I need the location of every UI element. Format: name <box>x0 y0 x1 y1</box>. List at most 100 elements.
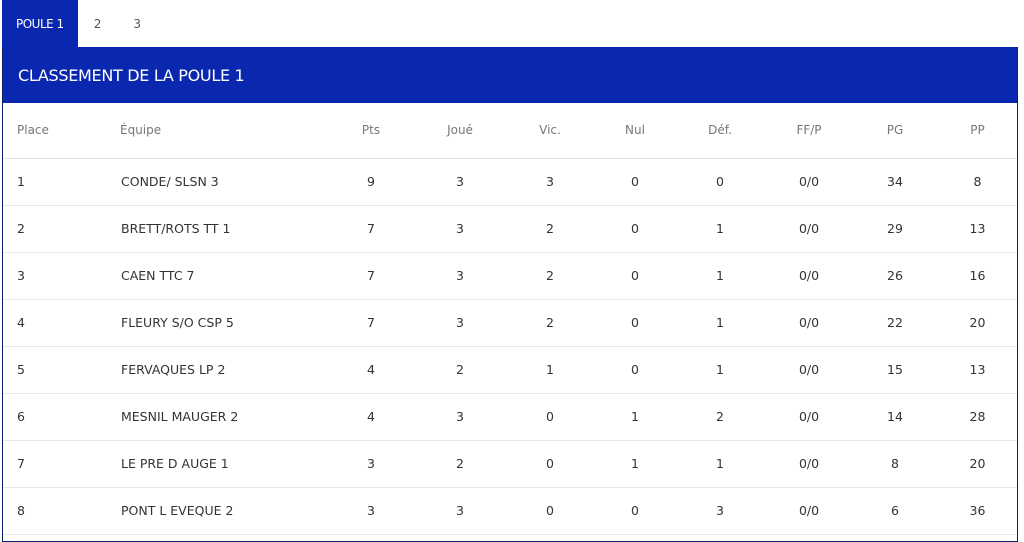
column-header: FF/P <box>766 103 852 159</box>
panel-title: CLASSEMENT DE LA POULE 1 <box>3 47 1017 103</box>
column-header: Place <box>3 103 106 159</box>
cell-pg: 14 <box>852 393 938 441</box>
cell-quipe: CAEN TTC 7 <box>106 252 326 300</box>
cell-vic: 2 <box>504 252 596 300</box>
table-row: 1 CONDE/ SLSN 3 9 3 3 0 0 0/0 34 8 <box>3 158 1017 206</box>
table-row: 4 FLEURY S/O CSP 5 7 3 2 0 1 0/0 22 20 <box>3 299 1017 347</box>
table-row: 3 CAEN TTC 7 7 3 2 0 1 0/0 26 16 <box>3 252 1017 300</box>
column-header: Nul <box>596 103 674 159</box>
cell-vic: 3 <box>504 158 596 206</box>
column-header: PG <box>852 103 938 159</box>
cell-ffp: 0/0 <box>766 487 852 535</box>
cell-pp: 8 <box>938 158 1017 206</box>
cell-place: 4 <box>3 299 106 347</box>
cell-nul: 0 <box>596 487 674 535</box>
column-header: PP <box>938 103 1017 159</box>
cell-jou: 3 <box>416 487 504 535</box>
cell-pp: 20 <box>938 440 1017 488</box>
cell-pts: 3 <box>326 440 416 488</box>
cell-jou: 3 <box>416 393 504 441</box>
column-header: Pts <box>326 103 416 159</box>
cell-place: 3 <box>3 252 106 300</box>
cell-nul: 1 <box>596 393 674 441</box>
tab-poule-3[interactable]: 3 <box>133 17 141 31</box>
cell-pg: 8 <box>852 440 938 488</box>
cell-df: 2 <box>674 393 766 441</box>
column-header: Déf. <box>674 103 766 159</box>
cell-jou: 3 <box>416 252 504 300</box>
cell-pg: 6 <box>852 487 938 535</box>
cell-quipe: LE PRE D AUGE 1 <box>106 440 326 488</box>
cell-jou: 2 <box>416 346 504 394</box>
tab-poule-1[interactable]: POULE 1 <box>2 0 78 48</box>
cell-pg: 22 <box>852 299 938 347</box>
cell-nul: 0 <box>596 299 674 347</box>
cell-place: 5 <box>3 346 106 394</box>
cell-df: 1 <box>674 440 766 488</box>
cell-pg: 29 <box>852 205 938 253</box>
cell-pp: 13 <box>938 346 1017 394</box>
cell-pp: 16 <box>938 252 1017 300</box>
column-header: Vic. <box>504 103 596 159</box>
cell-ffp: 0/0 <box>766 440 852 488</box>
cell-vic: 2 <box>504 205 596 253</box>
table-header: Place Équipe Pts Joué Vic. Nul Déf. FF/P PG PP <box>3 103 1017 159</box>
cell-nul: 1 <box>596 440 674 488</box>
cell-place: 7 <box>3 440 106 488</box>
cell-pp: 36 <box>938 487 1017 535</box>
cell-pp: 20 <box>938 299 1017 347</box>
cell-quipe: PONT L EVEQUE 2 <box>106 487 326 535</box>
cell-df: 1 <box>674 299 766 347</box>
cell-quipe: CONDE/ SLSN 3 <box>106 158 326 206</box>
column-header: Équipe <box>106 103 326 159</box>
cell-pg: 26 <box>852 252 938 300</box>
cell-pts: 9 <box>326 158 416 206</box>
cell-pg: 34 <box>852 158 938 206</box>
poule-tabs: POULE 1 2 3 <box>2 0 157 48</box>
cell-nul: 0 <box>596 346 674 394</box>
cell-pts: 7 <box>326 205 416 253</box>
cell-nul: 0 <box>596 158 674 206</box>
table-row: 2 BRETT/ROTS TT 1 7 3 2 0 1 0/0 29 13 <box>3 205 1017 253</box>
cell-quipe: FLEURY S/O CSP 5 <box>106 299 326 347</box>
cell-jou: 3 <box>416 158 504 206</box>
table-row: 6 MESNIL MAUGER 2 4 3 0 1 2 0/0 14 28 <box>3 393 1017 441</box>
cell-vic: 2 <box>504 299 596 347</box>
cell-pg: 15 <box>852 346 938 394</box>
cell-vic: 0 <box>504 393 596 441</box>
cell-df: 1 <box>674 252 766 300</box>
cell-ffp: 0/0 <box>766 346 852 394</box>
cell-jou: 3 <box>416 205 504 253</box>
cell-ffp: 0/0 <box>766 393 852 441</box>
cell-nul: 0 <box>596 252 674 300</box>
cell-pts: 7 <box>326 299 416 347</box>
cell-df: 1 <box>674 205 766 253</box>
cell-pts: 4 <box>326 393 416 441</box>
cell-vic: 0 <box>504 440 596 488</box>
cell-pts: 4 <box>326 346 416 394</box>
cell-pts: 3 <box>326 487 416 535</box>
cell-nul: 0 <box>596 205 674 253</box>
cell-vic: 1 <box>504 346 596 394</box>
cell-ffp: 0/0 <box>766 205 852 253</box>
cell-df: 0 <box>674 158 766 206</box>
cell-pp: 28 <box>938 393 1017 441</box>
tab-poule-2[interactable]: 2 <box>93 17 102 31</box>
cell-place: 1 <box>3 158 106 206</box>
cell-df: 3 <box>674 487 766 535</box>
cell-ffp: 0/0 <box>766 299 852 347</box>
cell-place: 6 <box>3 393 106 441</box>
cell-ffp: 0/0 <box>766 252 852 300</box>
cell-df: 1 <box>674 346 766 394</box>
column-header: Joué <box>416 103 504 159</box>
table-row: 8 PONT L EVEQUE 2 3 3 0 0 3 0/0 6 36 <box>3 487 1017 535</box>
cell-ffp: 0/0 <box>766 158 852 206</box>
cell-vic: 0 <box>504 487 596 535</box>
table-row: 7 LE PRE D AUGE 1 3 2 0 1 1 0/0 8 20 <box>3 440 1017 488</box>
table-row: 5 FERVAQUES LP 2 4 2 1 0 1 0/0 15 13 <box>3 346 1017 394</box>
cell-jou: 2 <box>416 440 504 488</box>
cell-pp: 13 <box>938 205 1017 253</box>
cell-place: 2 <box>3 205 106 253</box>
cell-place: 8 <box>3 487 106 535</box>
